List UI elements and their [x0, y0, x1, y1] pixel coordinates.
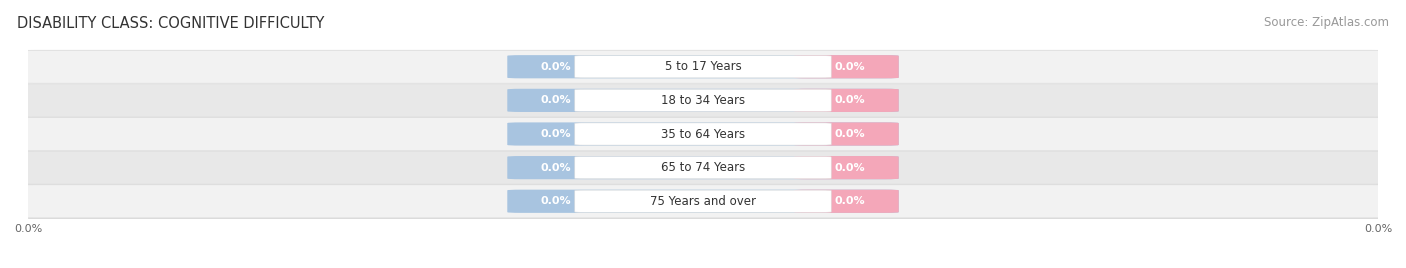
Text: 0.0%: 0.0% [835, 196, 865, 206]
FancyBboxPatch shape [575, 190, 831, 212]
FancyBboxPatch shape [508, 190, 898, 213]
Text: 0.0%: 0.0% [541, 196, 571, 206]
FancyBboxPatch shape [508, 122, 898, 146]
FancyBboxPatch shape [14, 50, 1392, 83]
FancyBboxPatch shape [794, 55, 898, 78]
Text: 35 to 64 Years: 35 to 64 Years [661, 128, 745, 140]
FancyBboxPatch shape [14, 118, 1392, 150]
FancyBboxPatch shape [794, 89, 898, 112]
FancyBboxPatch shape [575, 157, 831, 179]
FancyBboxPatch shape [508, 55, 898, 78]
FancyBboxPatch shape [14, 185, 1392, 218]
Text: 18 to 34 Years: 18 to 34 Years [661, 94, 745, 107]
Text: 65 to 74 Years: 65 to 74 Years [661, 161, 745, 174]
FancyBboxPatch shape [14, 151, 1392, 184]
Text: 0.0%: 0.0% [835, 163, 865, 173]
FancyBboxPatch shape [508, 156, 898, 179]
FancyBboxPatch shape [794, 122, 898, 146]
Text: 0.0%: 0.0% [835, 62, 865, 72]
Text: 75 Years and over: 75 Years and over [650, 195, 756, 208]
Text: 0.0%: 0.0% [541, 129, 571, 139]
Text: Source: ZipAtlas.com: Source: ZipAtlas.com [1264, 16, 1389, 29]
Text: 0.0%: 0.0% [835, 129, 865, 139]
FancyBboxPatch shape [14, 84, 1392, 117]
FancyBboxPatch shape [575, 89, 831, 111]
Text: 0.0%: 0.0% [835, 95, 865, 105]
Text: 0.0%: 0.0% [541, 95, 571, 105]
FancyBboxPatch shape [794, 190, 898, 213]
FancyBboxPatch shape [575, 123, 831, 145]
FancyBboxPatch shape [575, 56, 831, 78]
Text: DISABILITY CLASS: COGNITIVE DIFFICULTY: DISABILITY CLASS: COGNITIVE DIFFICULTY [17, 16, 325, 31]
FancyBboxPatch shape [794, 156, 898, 179]
Text: 0.0%: 0.0% [541, 62, 571, 72]
FancyBboxPatch shape [508, 89, 898, 112]
Text: 0.0%: 0.0% [541, 163, 571, 173]
Text: 5 to 17 Years: 5 to 17 Years [665, 60, 741, 73]
